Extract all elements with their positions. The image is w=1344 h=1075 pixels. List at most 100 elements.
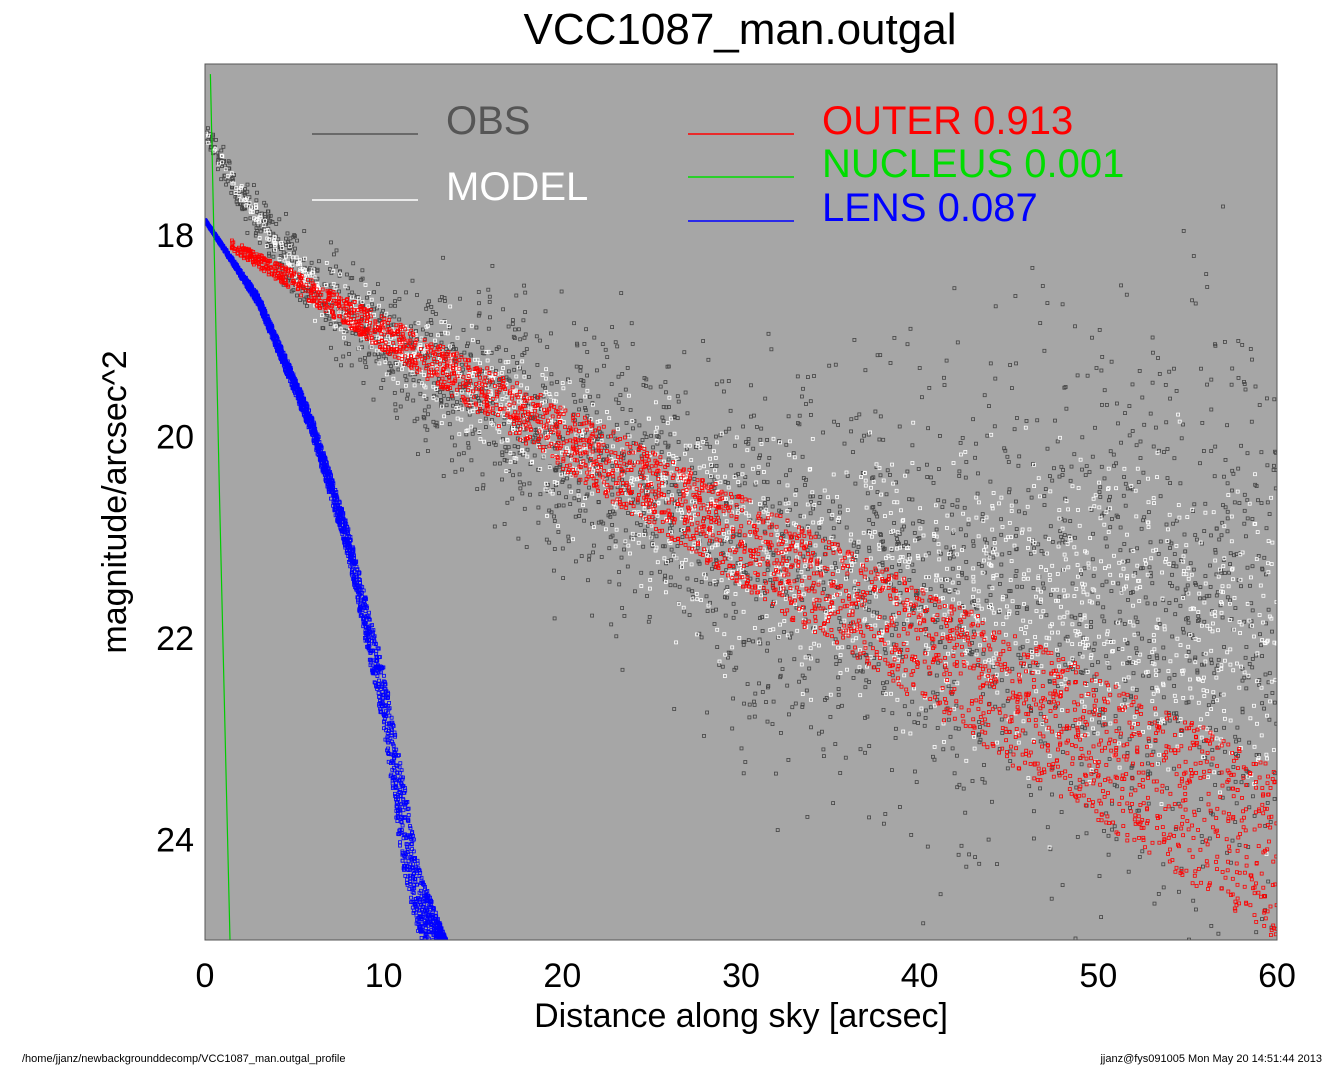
obs-point <box>1216 931 1221 936</box>
obs-point <box>516 445 521 449</box>
obs-point <box>1198 596 1202 601</box>
obs-point <box>916 712 921 717</box>
obs-point <box>339 363 343 368</box>
obs-point <box>757 681 761 686</box>
obs-point <box>1114 461 1118 466</box>
obs-point <box>1082 566 1087 571</box>
obs-point <box>888 361 893 365</box>
obs-point <box>793 701 798 706</box>
obs-point <box>753 482 758 487</box>
obs-point <box>796 574 801 579</box>
obs-point <box>631 441 636 445</box>
obs-point <box>630 341 635 346</box>
obs-point <box>867 815 871 820</box>
obs-point <box>1172 673 1177 677</box>
obs-point <box>433 311 438 316</box>
obs-point <box>1172 766 1176 771</box>
obs-point <box>999 562 1004 567</box>
obs-point <box>439 398 444 403</box>
obs-point <box>1042 494 1047 498</box>
obs-point <box>950 746 955 751</box>
obs-point <box>512 336 517 341</box>
obs-point <box>1102 619 1107 624</box>
obs-point <box>705 710 709 715</box>
obs-point <box>1168 546 1172 550</box>
obs-point <box>1246 845 1251 849</box>
obs-point <box>418 391 423 396</box>
obs-point <box>532 453 537 458</box>
obs-point <box>999 573 1004 578</box>
obs-point <box>927 671 932 676</box>
obs-point <box>876 662 881 667</box>
obs-point <box>954 703 959 708</box>
obs-point <box>1242 521 1247 526</box>
obs-point <box>579 378 584 383</box>
obs-point <box>1156 552 1161 556</box>
obs-point <box>686 587 691 592</box>
obs-point <box>885 468 890 473</box>
obs-point <box>267 253 272 258</box>
obs-point <box>614 422 619 427</box>
obs-point <box>808 543 813 548</box>
obs-point <box>714 607 718 612</box>
obs-point <box>620 606 624 610</box>
obs-point <box>1003 983 1006 986</box>
obs-point <box>487 299 492 304</box>
obs-point <box>504 458 509 463</box>
obs-point <box>583 508 588 513</box>
obs-point <box>472 427 477 432</box>
obs-point <box>853 481 858 486</box>
obs-point <box>1123 411 1127 416</box>
obs-point <box>1041 586 1046 591</box>
obs-point <box>441 393 446 398</box>
obs-point <box>1161 695 1166 700</box>
obs-point <box>585 350 590 354</box>
obs-point <box>585 373 589 378</box>
obs-point <box>1008 363 1012 367</box>
obs-point <box>559 289 564 294</box>
obs-point <box>267 251 271 256</box>
obs-point <box>245 230 250 235</box>
obs-point <box>1055 439 1060 444</box>
obs-point <box>1091 531 1095 536</box>
obs-point <box>1135 620 1140 624</box>
obs-point <box>939 584 944 589</box>
obs-point <box>265 209 270 214</box>
obs-point <box>334 264 339 269</box>
obs-point <box>1122 475 1126 479</box>
obs-point <box>637 423 642 428</box>
obs-point <box>411 378 416 383</box>
obs-point <box>696 437 700 442</box>
obs-point <box>447 422 452 427</box>
obs-point <box>1057 594 1062 599</box>
obs-point <box>838 771 843 775</box>
obs-point <box>1134 646 1139 651</box>
obs-point <box>730 726 735 731</box>
obs-point <box>1259 501 1264 506</box>
obs-point <box>723 429 728 434</box>
obs-point <box>787 556 791 561</box>
obs-point <box>797 679 801 684</box>
obs-point <box>624 420 629 425</box>
obs-point <box>351 261 356 266</box>
obs-point <box>666 457 671 462</box>
obs-point <box>1045 301 1050 306</box>
obs-point <box>391 369 396 374</box>
obs-point <box>988 361 993 366</box>
obs-point <box>1143 595 1148 600</box>
series-layer <box>205 74 1277 986</box>
obs-point <box>931 690 936 695</box>
obs-point <box>776 635 780 640</box>
obs-point <box>487 441 492 446</box>
obs-point <box>723 480 728 484</box>
obs-point <box>1008 759 1013 763</box>
obs-point <box>732 667 737 672</box>
obs-point <box>1121 493 1126 498</box>
obs-point <box>920 395 924 400</box>
obs-point <box>687 613 692 617</box>
obs-point <box>543 385 547 390</box>
obs-point <box>1084 464 1089 469</box>
obs-point <box>1079 762 1084 767</box>
obs-point <box>277 217 282 222</box>
obs-point <box>583 406 587 410</box>
